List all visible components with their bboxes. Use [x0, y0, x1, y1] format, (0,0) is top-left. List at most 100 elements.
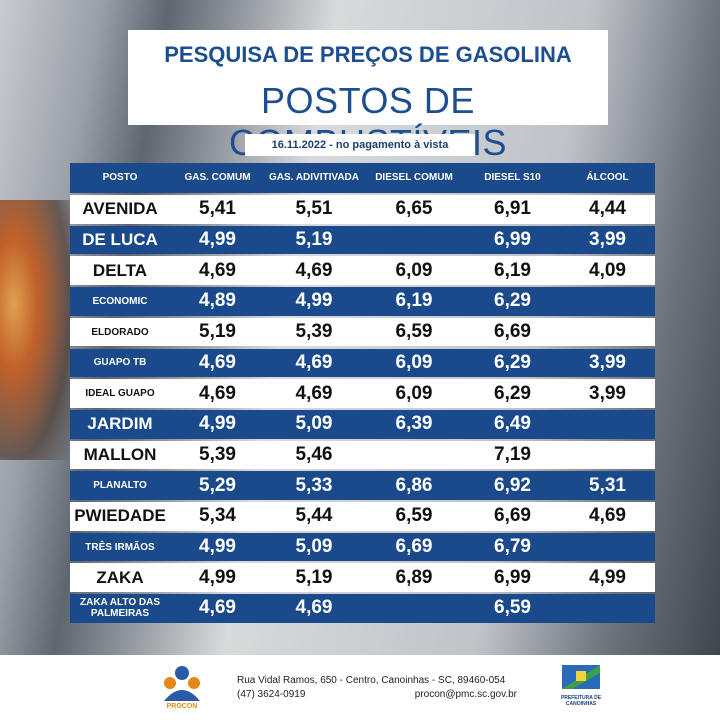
- column-header: ÁLCOOL: [586, 172, 629, 183]
- table-row: IDEAL GUAPO 4,69 4,69 6,09 6,29 3,99: [70, 379, 655, 408]
- price: 5,33: [295, 474, 333, 496]
- station-name: DELTA: [92, 260, 148, 280]
- price: 6,09: [395, 382, 433, 404]
- price: 3,99: [589, 229, 626, 251]
- column-header: DIESEL COMUM: [375, 172, 453, 183]
- footer: PROCON Rua Vidal Ramos, 650 - Centro, Ca…: [0, 655, 720, 720]
- table-row: JARDIM 4,99 5,09 6,39 6,49: [70, 409, 655, 439]
- price: 6,59: [494, 597, 531, 619]
- price: 4,44: [589, 198, 626, 220]
- price: 6,39: [395, 413, 433, 435]
- city-flag: [562, 665, 600, 689]
- price: 4,69: [199, 382, 236, 404]
- price: 5,39: [199, 443, 236, 465]
- price: 4,89: [199, 290, 236, 312]
- email: procon@pmc.sc.gov.br: [414, 689, 517, 700]
- station-name: ELDORADO: [91, 326, 149, 338]
- price: 4,69: [199, 259, 236, 281]
- station-name: JARDIM: [87, 414, 153, 434]
- price: 6,92: [494, 474, 531, 496]
- table-row: ZAKA ALTO DAS PALMEIRAS 4,69 4,69 6,59: [70, 594, 655, 623]
- station-name: AVENIDA: [82, 199, 158, 219]
- price: 4,99: [199, 229, 236, 251]
- table-row: ELDORADO 5,19 5,39 6,59 6,69: [70, 317, 655, 347]
- title-box: PESQUISA DE PREÇOS DE GASOLINA POSTOS DE…: [128, 30, 608, 163]
- price-table: POSTO GAS. COMUM GAS. ADIVITIVADA DIESEL CO…: [70, 163, 655, 625]
- price: 4,69: [295, 382, 333, 404]
- price: 3,99: [589, 351, 626, 373]
- station-name: ECONOMIC: [92, 295, 148, 307]
- price: 4,99: [295, 290, 333, 312]
- station-name: TRÊS IRMÃOS: [85, 541, 155, 553]
- station-name: ZAKA ALTO DAS PALMEIRAS: [80, 597, 160, 620]
- column-header: POSTO: [102, 172, 138, 183]
- table-row: PWIEDADE 5,34 5,44 6,59 6,69 4,69: [70, 502, 655, 531]
- table-row: DELTA 4,69 4,69 6,09 6,19 4,09: [70, 256, 655, 286]
- price: 4,69: [295, 597, 333, 619]
- station-name: PLANALTO: [93, 480, 147, 492]
- price: 5,19: [199, 321, 236, 343]
- table-row: GUAPO TB 4,69 4,69 6,09 6,29 3,99: [70, 348, 655, 378]
- address: Rua Vidal Ramos, 650 - Centro, Canoinhas…: [237, 675, 506, 686]
- price: 6,65: [395, 198, 433, 220]
- station-name: ZAKA: [96, 567, 144, 587]
- table-row: TRÊS IRMÃOS 4,99 5,09 6,69 6,79: [70, 532, 655, 562]
- table-row: PLANALTO 5,29 5,33 6,86 6,92 5,31: [70, 471, 655, 500]
- price: 5,19: [295, 229, 333, 251]
- price: 7,19: [494, 443, 531, 465]
- station-name: DE LUCA: [82, 230, 158, 250]
- price: 5,39: [295, 321, 333, 343]
- price: 4,69: [295, 351, 333, 373]
- station-name: GUAPO TB: [93, 357, 147, 369]
- column-header: GAS. COMUM: [184, 172, 251, 183]
- price: 5,19: [295, 566, 333, 588]
- price: 4,69: [589, 505, 626, 527]
- column-header: DIESEL S10: [484, 172, 541, 183]
- price: 6,49: [494, 413, 531, 435]
- table-header: POSTO GAS. COMUM GAS. ADIVITIVADA DIESEL CO…: [70, 163, 655, 193]
- price: 6,29: [494, 382, 531, 404]
- price: 6,86: [395, 474, 433, 496]
- price: 6,69: [494, 321, 531, 343]
- date: 16.11.2022 - no pagamento à vista: [245, 134, 475, 156]
- price: 6,79: [494, 536, 531, 558]
- price: 5,29: [199, 474, 236, 496]
- price: 4,69: [199, 597, 236, 619]
- price: 6,89: [395, 566, 433, 588]
- phone: (47) 3624-0919: [237, 689, 306, 700]
- price: 6,99: [494, 566, 531, 588]
- price: 4,99: [199, 566, 236, 588]
- city-logo: PREFEITURA DE CANOINHAS: [558, 661, 604, 713]
- price: 4,99: [199, 536, 236, 558]
- station-name: IDEAL GUAPO: [85, 388, 155, 400]
- price: 6,09: [395, 259, 433, 281]
- background-light: [0, 200, 70, 460]
- price: 6,59: [395, 321, 433, 343]
- price: 5,44: [295, 505, 333, 527]
- price: 4,99: [589, 566, 626, 588]
- price: 5,41: [199, 198, 236, 220]
- price: 4,09: [589, 259, 626, 281]
- price: 5,09: [295, 536, 333, 558]
- price: 3,99: [589, 382, 626, 404]
- table-row: AVENIDA 5,41 5,51 6,65 6,91 4,44: [70, 195, 655, 224]
- station-name: PWIEDADE: [74, 506, 166, 526]
- column-header: GAS. ADIVITIVADA: [268, 172, 359, 183]
- price: 6,19: [395, 290, 433, 312]
- price: 4,99: [199, 413, 236, 435]
- price: 6,29: [494, 351, 531, 373]
- price: 6,69: [494, 505, 531, 527]
- price: 5,09: [295, 413, 333, 435]
- price: 6,69: [395, 536, 433, 558]
- procon-icon: [164, 666, 200, 701]
- procon-logo: PROCON: [158, 663, 206, 713]
- station-name: MALLON: [83, 444, 157, 464]
- table-row: ZAKA 4,99 5,19 6,89 6,99 4,99: [70, 563, 655, 593]
- price: 6,99: [494, 229, 531, 251]
- table-row: ECONOMIC 4,89 4,99 6,19 6,29: [70, 287, 655, 316]
- price: 6,91: [494, 198, 531, 220]
- price: 6,09: [395, 351, 433, 373]
- price: 5,46: [295, 443, 333, 465]
- price: 6,59: [395, 505, 433, 527]
- procon-text: PROCON: [166, 703, 198, 710]
